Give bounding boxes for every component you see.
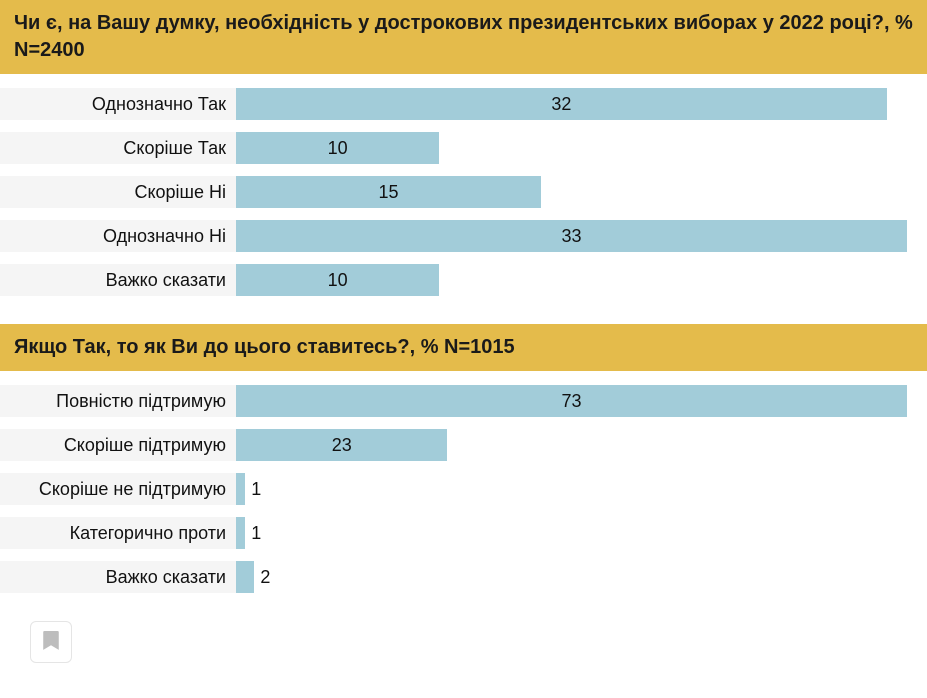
chart-title: Чи є, на Вашу думку, необхідність у дост… [0, 0, 927, 74]
bar-track: 1 [236, 517, 907, 549]
bar-label: Скоріше підтримую [0, 429, 236, 461]
bar-fill: 10 [236, 264, 439, 296]
bar-row: Однозначно Ні 33 [0, 220, 907, 252]
bar-row: Однозначно Так 32 [0, 88, 907, 120]
bar-track: 23 [236, 429, 907, 461]
bar-row: Скоріше не підтримую1 [0, 473, 907, 505]
bar-track: 10 [236, 264, 907, 296]
bar-row: Важко сказати 10 [0, 264, 907, 296]
bookmark-button[interactable] [30, 621, 72, 663]
bar-label: Скоріше не підтримую [0, 473, 236, 505]
bar-value: 23 [332, 435, 352, 456]
bar-track: 33 [236, 220, 907, 252]
bar-fill: 23 [236, 429, 447, 461]
bar-track: 1 [236, 473, 907, 505]
bar-fill: 1 [236, 473, 245, 505]
bar-value: 1 [251, 523, 261, 544]
bar-label: Важко сказати [0, 264, 236, 296]
bar-label: Скоріше Так [0, 132, 236, 164]
bar-value: 2 [260, 567, 270, 588]
bar-row: Скоріше Ні 15 [0, 176, 907, 208]
bar-fill: 10 [236, 132, 439, 164]
chart-block-0: Чи є, на Вашу думку, необхідність у дост… [0, 0, 927, 296]
chart-title: Якщо Так, то як Ви до цього ставитесь?, … [0, 324, 927, 371]
bar-value: 10 [328, 270, 348, 291]
bar-row: Повністю підтримую 73 [0, 385, 907, 417]
bar-fill: 2 [236, 561, 254, 593]
bar-fill: 73 [236, 385, 907, 417]
bar-label: Однозначно Ні [0, 220, 236, 252]
bar-value: 1 [251, 479, 261, 500]
chart-block-1: Якщо Так, то як Ви до цього ставитесь?, … [0, 324, 927, 593]
bar-track: 10 [236, 132, 907, 164]
bar-track: 15 [236, 176, 907, 208]
bar-value: 15 [378, 182, 398, 203]
bar-label: Скоріше Ні [0, 176, 236, 208]
bar-row: Скоріше підтримую 23 [0, 429, 907, 461]
bar-row: Скоріше Так 10 [0, 132, 907, 164]
bar-value: 32 [551, 94, 571, 115]
bar-track: 73 [236, 385, 907, 417]
bar-value: 73 [561, 391, 581, 412]
bar-label: Важко сказати [0, 561, 236, 593]
bar-fill: 15 [236, 176, 541, 208]
bar-label: Однозначно Так [0, 88, 236, 120]
bar-value: 10 [328, 138, 348, 159]
bar-fill: 32 [236, 88, 887, 120]
bar-row: Важко сказати2 [0, 561, 907, 593]
bar-label: Повністю підтримую [0, 385, 236, 417]
bars-area: Однозначно Так 32 Скоріше Так 10 Скоріше Ні 1… [0, 74, 927, 296]
bar-row: Категорично проти1 [0, 517, 907, 549]
bar-fill: 1 [236, 517, 245, 549]
bar-track: 2 [236, 561, 907, 593]
bar-value: 33 [561, 226, 581, 247]
bar-fill: 33 [236, 220, 907, 252]
bar-track: 32 [236, 88, 907, 120]
bookmark-icon [43, 631, 59, 654]
bars-area: Повністю підтримую73Скоріше підтримую23С… [0, 371, 927, 593]
bar-label: Категорично проти [0, 517, 236, 549]
